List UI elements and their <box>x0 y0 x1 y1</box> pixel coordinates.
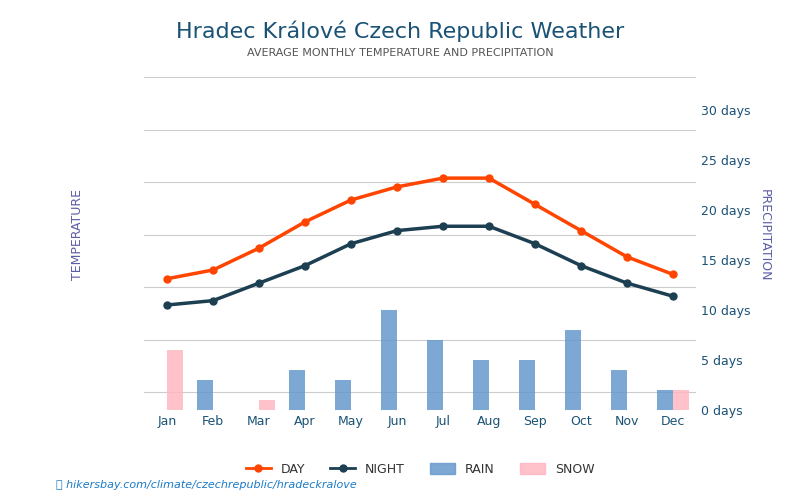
Bar <box>381 310 397 410</box>
NIGHT <box>392 228 402 234</box>
Line: DAY: DAY <box>163 174 677 282</box>
DAY <box>300 219 310 225</box>
Bar <box>473 360 489 410</box>
NIGHT <box>622 280 632 286</box>
Bar <box>335 380 351 410</box>
NIGHT <box>254 280 264 286</box>
Bar <box>167 350 183 410</box>
Line: NIGHT: NIGHT <box>163 223 677 308</box>
Bar <box>673 390 689 410</box>
DAY <box>530 202 540 207</box>
NIGHT <box>208 298 218 304</box>
Bar <box>289 370 305 410</box>
DAY <box>484 175 494 181</box>
Bar <box>657 390 673 410</box>
NIGHT <box>162 302 172 308</box>
Y-axis label: TEMPERATURE: TEMPERATURE <box>70 190 83 280</box>
NIGHT <box>438 223 448 229</box>
NIGHT <box>530 240 540 246</box>
NIGHT <box>484 223 494 229</box>
DAY <box>438 175 448 181</box>
NIGHT <box>576 262 586 268</box>
NIGHT <box>300 262 310 268</box>
DAY <box>392 184 402 190</box>
DAY <box>162 276 172 281</box>
Text: 🔍 hikersbay.com/climate/czechrepublic/hradeckralove: 🔍 hikersbay.com/climate/czechrepublic/hr… <box>56 480 357 490</box>
Text: Hradec Králové Czech Republic Weather: Hradec Králové Czech Republic Weather <box>176 20 624 42</box>
DAY <box>254 245 264 251</box>
DAY <box>622 254 632 260</box>
Bar <box>259 400 275 410</box>
DAY <box>668 272 678 278</box>
NIGHT <box>346 240 356 246</box>
Text: AVERAGE MONTHLY TEMPERATURE AND PRECIPITATION: AVERAGE MONTHLY TEMPERATURE AND PRECIPIT… <box>246 48 554 58</box>
Bar <box>519 360 535 410</box>
Legend: DAY, NIGHT, RAIN, SNOW: DAY, NIGHT, RAIN, SNOW <box>241 458 599 480</box>
NIGHT <box>668 293 678 299</box>
Bar <box>611 370 627 410</box>
Bar <box>565 330 581 410</box>
DAY <box>346 197 356 203</box>
DAY <box>576 228 586 234</box>
Bar <box>427 340 443 410</box>
DAY <box>208 267 218 273</box>
Y-axis label: PRECIPITATION: PRECIPITATION <box>758 188 771 281</box>
Bar <box>197 380 213 410</box>
